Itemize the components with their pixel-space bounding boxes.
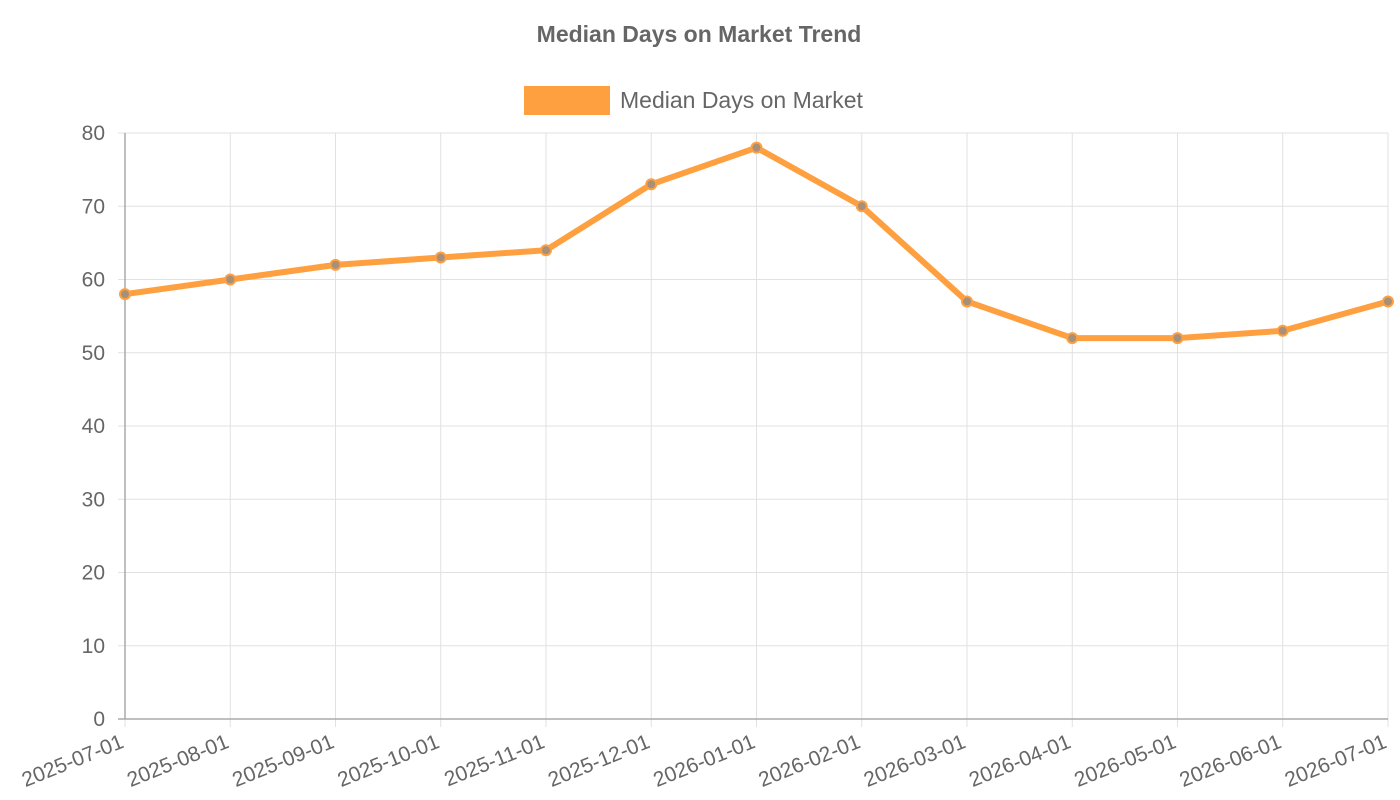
data-point[interactable] <box>855 200 868 213</box>
y-tick-label: 20 <box>82 562 105 585</box>
data-point[interactable] <box>329 258 342 271</box>
x-tick-label: 2026-01-01 <box>650 730 758 792</box>
axes <box>118 133 1388 720</box>
y-tick-label: 80 <box>82 122 105 145</box>
gridlines <box>118 132 1389 727</box>
x-tick-label: 2026-07-01 <box>1282 730 1390 792</box>
legend-swatch <box>524 86 610 115</box>
data-point[interactable] <box>1171 332 1184 345</box>
x-tick-label: 2025-10-01 <box>334 730 442 792</box>
y-axis-ticks: 0 10 20 30 40 50 60 70 80 <box>82 122 105 731</box>
data-point[interactable] <box>119 288 131 301</box>
data-point[interactable] <box>645 178 658 191</box>
legend[interactable]: Median Days on Market <box>524 86 863 115</box>
data-point[interactable] <box>1276 324 1289 337</box>
x-tick-label: 2026-02-01 <box>755 730 863 792</box>
y-tick-label: 0 <box>93 708 105 731</box>
chart-title: Median Days on Market Trend <box>537 21 862 47</box>
x-tick-label: 2025-11-01 <box>441 730 548 791</box>
x-tick-label: 2026-04-01 <box>966 730 1074 792</box>
data-point[interactable] <box>434 251 447 264</box>
y-tick-label: 70 <box>82 195 105 218</box>
x-tick-label: 2025-08-01 <box>124 730 232 792</box>
x-axis-ticks: 2025-07-012025-08-012025-09-012025-10-01… <box>19 730 1390 792</box>
x-tick-label: 2026-03-01 <box>861 730 969 792</box>
data-point[interactable] <box>1066 332 1079 345</box>
data-point[interactable] <box>540 244 552 257</box>
data-points <box>119 141 1394 345</box>
y-tick-label: 50 <box>82 342 105 365</box>
x-tick-label: 2025-07-01 <box>19 730 127 792</box>
y-tick-label: 10 <box>82 635 105 658</box>
x-tick-label: 2025-12-01 <box>545 730 653 792</box>
data-point[interactable] <box>224 273 237 286</box>
x-tick-label: 2025-09-01 <box>229 730 337 792</box>
legend-label: Median Days on Market <box>620 87 863 113</box>
y-tick-label: 30 <box>82 488 105 511</box>
y-tick-label: 40 <box>82 415 105 438</box>
data-point[interactable] <box>750 141 763 154</box>
y-tick-label: 60 <box>82 269 105 292</box>
x-tick-label: 2026-05-01 <box>1071 730 1179 792</box>
data-point[interactable] <box>961 295 973 308</box>
data-point[interactable] <box>1382 295 1394 308</box>
x-tick-label: 2026-06-01 <box>1176 730 1284 792</box>
